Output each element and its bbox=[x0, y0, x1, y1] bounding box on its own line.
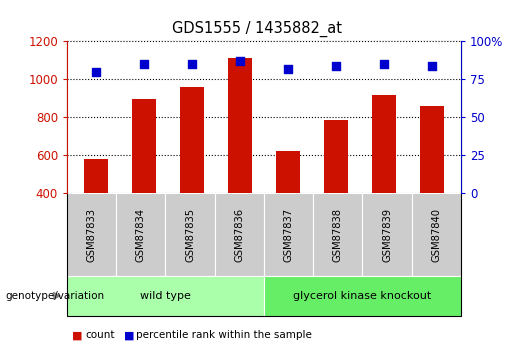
Bar bbox=[84, 159, 108, 269]
Bar bbox=[264, 276, 461, 316]
Bar bbox=[276, 151, 300, 269]
Text: GSM87833: GSM87833 bbox=[87, 208, 97, 262]
Text: GSM87834: GSM87834 bbox=[136, 208, 146, 262]
Bar bbox=[132, 99, 156, 269]
Point bbox=[236, 58, 244, 64]
Bar bbox=[165, 193, 215, 276]
Text: GSM87835: GSM87835 bbox=[185, 208, 195, 262]
Bar bbox=[411, 193, 461, 276]
Point bbox=[188, 61, 196, 67]
Text: count: count bbox=[85, 331, 114, 340]
Bar bbox=[363, 193, 411, 276]
Text: glycerol kinase knockout: glycerol kinase knockout bbox=[294, 291, 432, 301]
Text: percentile rank within the sample: percentile rank within the sample bbox=[136, 331, 313, 340]
Text: GSM87838: GSM87838 bbox=[333, 208, 343, 262]
Bar bbox=[67, 276, 264, 316]
Text: ■: ■ bbox=[72, 331, 82, 340]
Bar bbox=[116, 193, 165, 276]
Bar bbox=[67, 193, 116, 276]
Bar bbox=[420, 106, 444, 269]
Text: wild type: wild type bbox=[140, 291, 191, 301]
Point bbox=[428, 63, 436, 68]
Point bbox=[284, 66, 292, 71]
Bar bbox=[372, 95, 396, 269]
Bar bbox=[67, 41, 461, 316]
Point bbox=[380, 61, 388, 67]
Bar bbox=[180, 87, 204, 269]
Bar bbox=[264, 193, 313, 276]
Bar bbox=[228, 58, 252, 269]
Text: GSM87840: GSM87840 bbox=[431, 208, 441, 262]
Point bbox=[140, 61, 148, 67]
Bar bbox=[215, 193, 264, 276]
Text: GSM87839: GSM87839 bbox=[382, 208, 392, 262]
Point bbox=[92, 69, 100, 75]
Bar bbox=[313, 193, 363, 276]
Text: GDS1555 / 1435882_at: GDS1555 / 1435882_at bbox=[173, 21, 342, 37]
Text: GSM87836: GSM87836 bbox=[234, 208, 244, 262]
Text: genotype/variation: genotype/variation bbox=[5, 291, 104, 301]
Bar bbox=[324, 120, 348, 269]
Point bbox=[332, 63, 340, 68]
Text: ■: ■ bbox=[124, 331, 134, 340]
Text: GSM87837: GSM87837 bbox=[284, 208, 294, 262]
